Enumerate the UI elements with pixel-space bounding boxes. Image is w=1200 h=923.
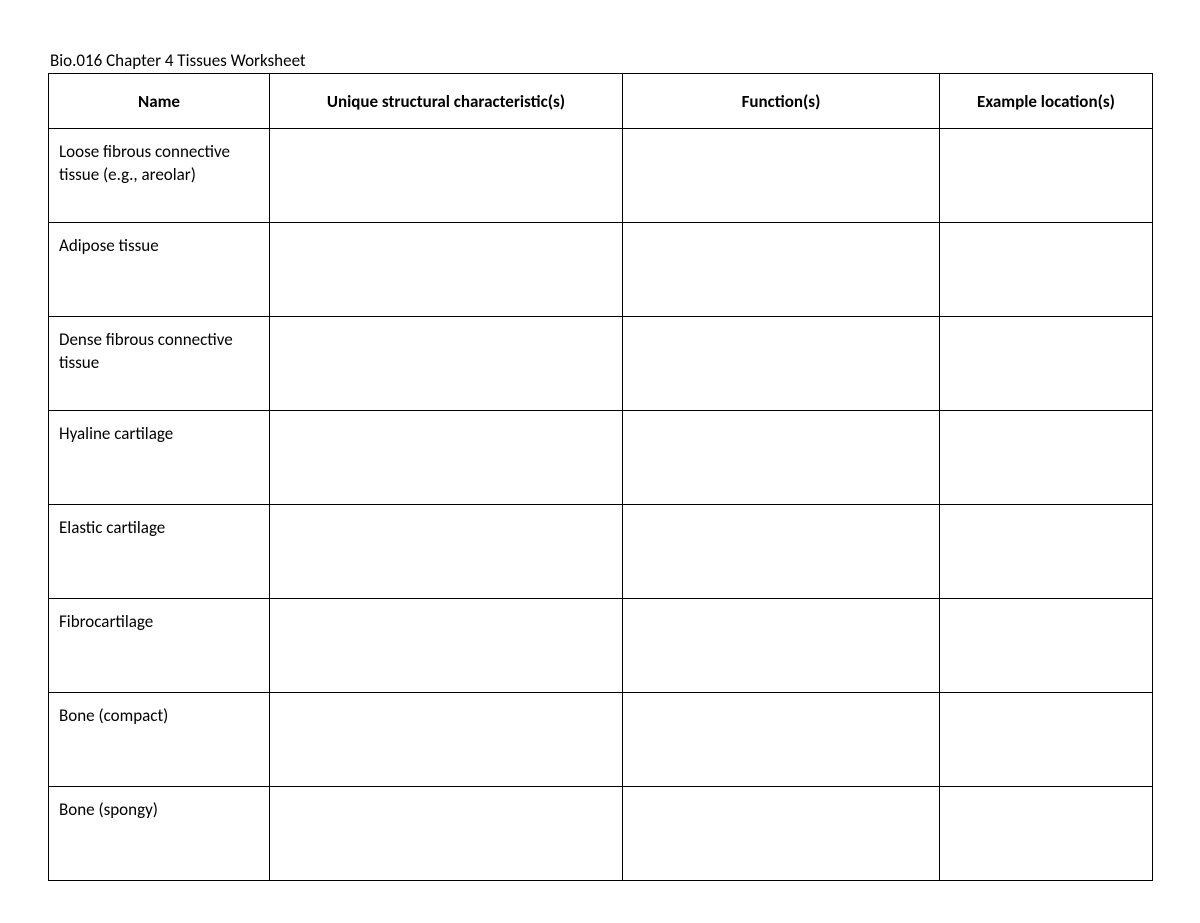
cell-name: Loose fibrous connective tissue (e.g., a… [49, 129, 270, 223]
cell-function [623, 505, 940, 599]
cell-location [940, 599, 1153, 693]
cell-location [940, 223, 1153, 317]
cell-location [940, 505, 1153, 599]
cell-function [623, 693, 940, 787]
cell-structural [270, 317, 623, 411]
cell-function [623, 223, 940, 317]
table-row: Bone (spongy) [49, 787, 1153, 881]
table-row: Loose fibrous connective tissue (e.g., a… [49, 129, 1153, 223]
table-header-row: Name Unique structural characteristic(s)… [49, 74, 1153, 129]
table-row: Fibrocartilage [49, 599, 1153, 693]
cell-function [623, 599, 940, 693]
cell-location [940, 129, 1153, 223]
cell-location [940, 787, 1153, 881]
page-title: Bio.016 Chapter 4 Tissues Worksheet [48, 50, 1152, 71]
cell-name: Adipose tissue [49, 223, 270, 317]
tissues-table: Name Unique structural characteristic(s)… [48, 73, 1153, 881]
table-row: Elastic cartilage [49, 505, 1153, 599]
cell-location [940, 411, 1153, 505]
table-row: Dense fibrous connective tissue [49, 317, 1153, 411]
cell-name: Bone (compact) [49, 693, 270, 787]
cell-name: Bone (spongy) [49, 787, 270, 881]
cell-structural [270, 505, 623, 599]
column-header-name: Name [49, 74, 270, 129]
cell-function [623, 411, 940, 505]
column-header-function: Function(s) [623, 74, 940, 129]
cell-name: Fibrocartilage [49, 599, 270, 693]
cell-name: Hyaline cartilage [49, 411, 270, 505]
cell-function [623, 129, 940, 223]
cell-structural [270, 223, 623, 317]
cell-location [940, 693, 1153, 787]
table-row: Bone (compact) [49, 693, 1153, 787]
column-header-structural: Unique structural characteristic(s) [270, 74, 623, 129]
cell-name: Elastic cartilage [49, 505, 270, 599]
cell-structural [270, 787, 623, 881]
cell-structural [270, 599, 623, 693]
cell-name: Dense fibrous connective tissue [49, 317, 270, 411]
table-row: Hyaline cartilage [49, 411, 1153, 505]
table-row: Adipose tissue [49, 223, 1153, 317]
cell-location [940, 317, 1153, 411]
cell-structural [270, 411, 623, 505]
cell-structural [270, 693, 623, 787]
column-header-location: Example location(s) [940, 74, 1153, 129]
cell-structural [270, 129, 623, 223]
cell-function [623, 787, 940, 881]
cell-function [623, 317, 940, 411]
